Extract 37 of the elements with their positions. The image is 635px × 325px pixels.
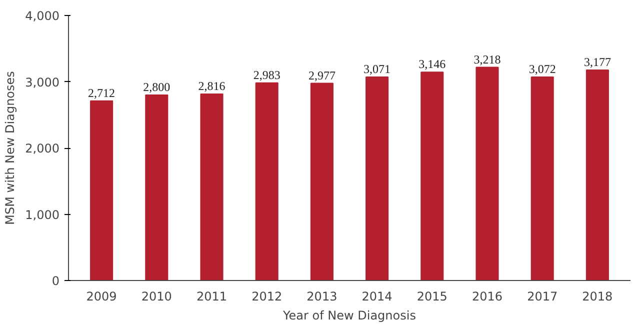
y-tick-label: 2,000 [25, 142, 60, 156]
data-label: 3,177 [584, 55, 611, 70]
bar [310, 82, 334, 280]
data-label: 2,800 [143, 80, 170, 94]
x-tick-label: 2015 [416, 290, 448, 304]
bar [145, 94, 168, 280]
bar [200, 93, 224, 280]
bar [366, 76, 389, 280]
bar [586, 70, 609, 280]
bar [530, 76, 554, 280]
y-tick-label: 4,000 [25, 9, 60, 23]
bar [90, 100, 114, 280]
x-tick-label: 2016 [472, 290, 503, 304]
x-axis-title: Year of New Diagnosis [282, 308, 416, 322]
data-label: 3,072 [528, 62, 556, 76]
data-label: 2,712 [88, 86, 116, 100]
x-tick-label: 2009 [86, 290, 117, 304]
data-label: 2,983 [253, 68, 280, 82]
y-tick-label: 1,000 [25, 208, 60, 222]
bar [476, 66, 499, 280]
y-axis-title: MSM with New Diagnoses [3, 71, 18, 225]
bar [420, 72, 444, 280]
y-tick-label: 0 [52, 274, 60, 288]
data-label: 2,977 [308, 68, 336, 82]
x-tick-label: 2018 [582, 290, 613, 304]
data-label: 3,071 [364, 62, 391, 76]
data-label: 3,218 [474, 52, 501, 66]
x-tick-label: 2017 [527, 290, 558, 304]
x-tick-label: 2012 [252, 290, 282, 304]
bar [255, 82, 278, 280]
x-tick-label: 2011 [196, 290, 228, 304]
x-tick-label: 2010 [141, 290, 172, 304]
data-label: 2,816 [198, 78, 226, 93]
y-tick-label: 3,000 [25, 75, 60, 90]
data-label: 3,146 [418, 57, 446, 72]
x-tick-label: 2013 [306, 290, 338, 304]
x-tick-label: 2014 [362, 290, 392, 304]
